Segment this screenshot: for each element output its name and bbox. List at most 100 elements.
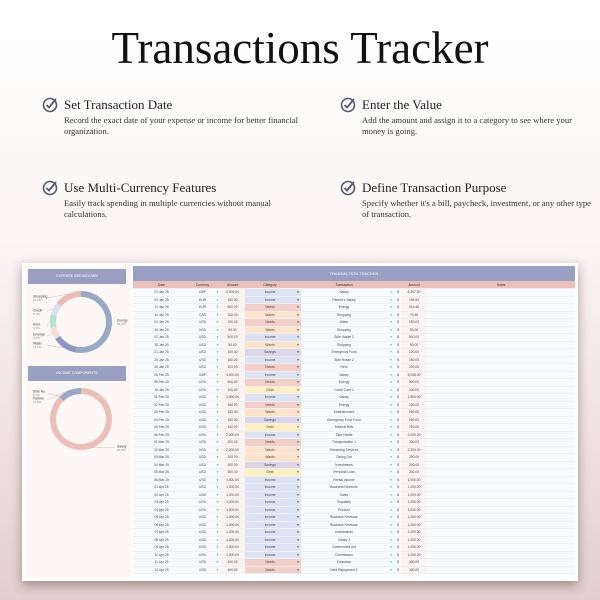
category-cell[interactable]: Needs [245,566,295,573]
category-cell[interactable]: Income [245,544,295,551]
transaction-cell[interactable]: Energy [338,402,350,407]
currency-dropdown-icon[interactable]: ▾ [216,447,219,452]
currency-cell[interactable]: USD [199,342,206,347]
amount-cell[interactable]: 500.00 [220,304,245,311]
amount-cell[interactable]: 2,000.00 [220,431,245,438]
amount-cell[interactable]: 500.00 [220,334,245,341]
currency-cell[interactable]: USD [199,440,206,444]
currency-dropdown-icon[interactable]: ▾ [216,462,219,467]
date-cell[interactable]: 02 Feb 25 [154,402,169,407]
amount-cell[interactable]: 2,200.00 [220,446,245,453]
date-cell[interactable]: 02 Jan 25 [154,335,169,339]
date-cell[interactable]: 03 Mar 25 [154,455,169,459]
currency-cell[interactable]: USD [199,417,206,422]
notes-cell[interactable] [427,469,575,476]
currency-dropdown-icon[interactable]: ▾ [216,545,219,549]
category-dropdown-icon[interactable]: ▾ [295,371,301,378]
category-dropdown-icon[interactable]: ▾ [295,559,301,566]
transaction-dropdown-icon[interactable]: ▾ [390,530,392,534]
date-cell[interactable]: 18 Jan 25 [154,342,169,347]
amount-cell[interactable]: 100.00 [220,386,245,393]
amount-cell[interactable]: 150.00 [220,416,245,423]
currency-dropdown-icon[interactable]: ▾ [216,350,219,354]
transaction-cell[interactable]: Emergency Food Fund [327,417,361,422]
transaction-cell[interactable]: Salary [339,372,349,377]
transaction-dropdown-icon[interactable]: ▾ [390,312,392,317]
category-dropdown-icon[interactable]: ▾ [295,394,301,401]
currency-cell[interactable]: USD [199,327,206,332]
currency-cell[interactable]: USD [199,387,206,392]
transaction-dropdown-icon[interactable]: ▾ [390,395,392,399]
notes-cell[interactable] [427,432,575,439]
transaction-dropdown-icon[interactable]: ▾ [390,560,392,564]
notes-cell[interactable] [427,522,575,529]
transaction-dropdown-icon[interactable]: ▾ [390,507,392,512]
currency-dropdown-icon[interactable]: ▾ [216,395,219,399]
category-dropdown-icon[interactable]: ▾ [295,476,301,483]
date-cell[interactable]: 05 Feb 25 [154,372,169,377]
date-cell[interactable]: 04 Apr 25 [154,507,169,512]
currency-cell[interactable]: USD [199,470,206,474]
notes-cell[interactable] [427,357,575,364]
currency-cell[interactable]: USD [199,537,206,542]
amount-cell[interactable]: 150.00 [220,424,245,431]
currency-cell[interactable]: EUR [199,297,206,302]
category-dropdown-icon[interactable]: ▾ [295,454,301,461]
currency-cell[interactable]: USD [199,477,206,482]
currency-dropdown-icon[interactable]: ▾ [216,402,219,407]
date-cell[interactable]: 02 Apr 25 [154,492,169,497]
category-cell[interactable]: Wants [245,341,295,348]
category-dropdown-icon[interactable]: ▾ [295,304,301,311]
date-cell[interactable]: 04 Mar 25 [154,462,169,467]
currency-dropdown-icon[interactable]: ▾ [216,432,219,437]
category-cell[interactable]: Savings [245,349,295,356]
category-dropdown-icon[interactable]: ▾ [295,379,301,386]
category-dropdown-icon[interactable]: ▾ [295,536,301,543]
notes-cell[interactable] [427,409,575,416]
transaction-cell[interactable]: Entertainment [333,410,355,414]
amount-cell[interactable]: 1,000.00 [220,499,245,506]
transaction-dropdown-icon[interactable]: ▾ [390,320,392,324]
currency-cell[interactable]: USD [199,357,206,362]
transaction-cell[interactable]: Water [339,320,349,324]
currency-cell[interactable]: USD [199,447,206,452]
transaction-dropdown-icon[interactable]: ▾ [390,410,392,414]
transaction-cell[interactable]: Commission [334,552,354,557]
notes-cell[interactable] [427,349,575,356]
transaction-cell[interactable]: Partner's Salary [332,297,356,302]
date-cell[interactable]: 02 Mar 25 [154,447,169,452]
amount-cell[interactable]: 150.00 [220,401,245,408]
category-cell[interactable]: Needs [245,379,295,386]
amount-cell[interactable]: 1,000.00 [220,529,245,536]
transaction-dropdown-icon[interactable]: ▾ [390,290,392,294]
currency-dropdown-icon[interactable]: ▾ [216,410,219,414]
currency-cell[interactable]: USD [199,530,206,534]
category-cell[interactable]: Savings [245,461,295,468]
transaction-cell[interactable]: Shopping [337,312,351,317]
notes-cell[interactable] [427,529,575,536]
transaction-dropdown-icon[interactable]: ▾ [390,417,392,422]
category-dropdown-icon[interactable]: ▾ [295,469,301,476]
category-dropdown-icon[interactable]: ▾ [295,529,301,536]
transaction-cell[interactable]: Sales [339,492,349,497]
currency-dropdown-icon[interactable]: ▾ [216,425,219,429]
category-cell[interactable]: Income [245,296,295,303]
date-cell[interactable]: 01 Apr 25 [154,485,169,489]
currency-dropdown-icon[interactable]: ▾ [216,477,219,482]
category-dropdown-icon[interactable]: ▾ [295,566,301,573]
currency-dropdown-icon[interactable]: ▾ [216,492,219,497]
transaction-cell[interactable]: Education [336,560,352,564]
category-cell[interactable]: Income [245,514,295,521]
category-cell[interactable]: Wants [245,446,295,453]
amount-cell[interactable]: 1,000.00 [220,551,245,558]
currency-cell[interactable]: USD [199,320,206,324]
transaction-dropdown-icon[interactable]: ▾ [390,462,392,467]
transaction-dropdown-icon[interactable]: ▾ [390,387,392,392]
currency-cell[interactable]: GBP [199,372,206,377]
notes-cell[interactable] [427,289,575,296]
amount-cell[interactable]: 100.00 [220,364,245,371]
currency-dropdown-icon[interactable]: ▾ [216,500,219,504]
transaction-cell[interactable]: Investments [335,462,353,467]
date-cell[interactable]: 04 Feb 25 [154,417,169,422]
transaction-cell[interactable]: Energy [338,305,350,309]
